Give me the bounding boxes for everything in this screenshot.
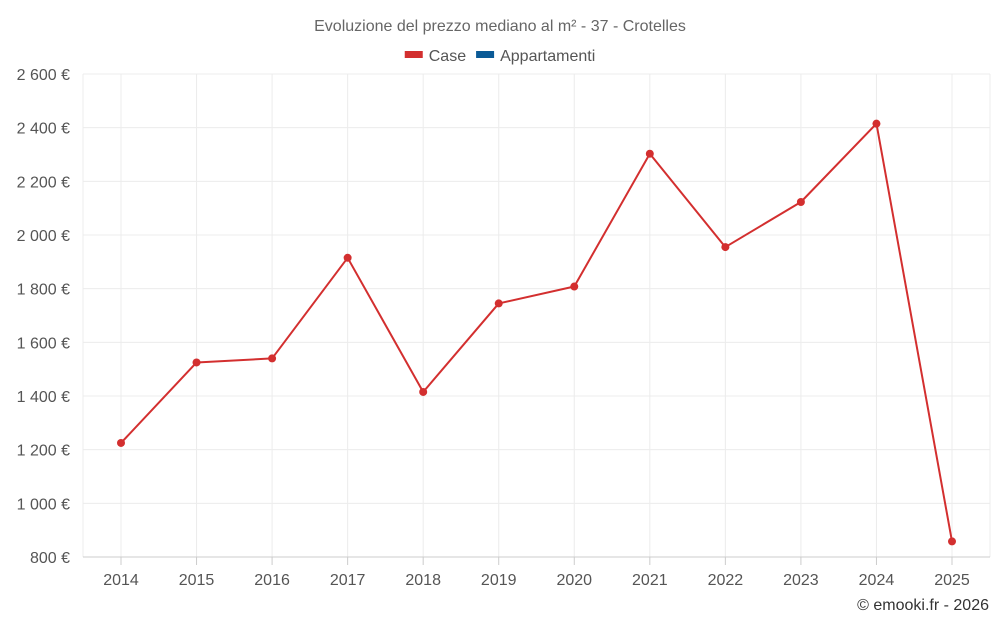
data-point[interactable] [343, 253, 352, 262]
data-point[interactable] [268, 354, 277, 363]
x-tick-label: 2022 [708, 572, 744, 589]
legend-label: Case [429, 48, 466, 65]
y-tick-label: 2 200 € [17, 174, 70, 191]
y-tick-label: 800 € [30, 550, 70, 567]
chart-grid [82, 73, 991, 557]
x-tick-label: 2025 [934, 572, 970, 589]
x-tick-label: 2014 [103, 572, 139, 589]
x-tick-label: 2015 [179, 572, 215, 589]
data-point[interactable] [570, 282, 579, 291]
x-tick-label: 2017 [330, 572, 366, 589]
x-axis: 2014 2015 2016 2017 2018 2019 2020 2021 2022 2023… [83, 556, 990, 589]
y-tick-label: 1 600 € [17, 335, 70, 352]
x-tick-label: 2020 [556, 572, 592, 589]
x-tick-label: 2024 [859, 572, 895, 589]
x-tick-label: 2023 [783, 572, 819, 589]
y-tick-label: 1 000 € [17, 496, 70, 513]
y-tick-label: 1 200 € [17, 443, 70, 460]
data-point[interactable] [419, 387, 428, 396]
data-point[interactable] [117, 438, 125, 447]
data-point[interactable] [192, 358, 201, 367]
y-tick-label: 2 600 € [17, 67, 70, 84]
y-tick-label: 1 800 € [17, 282, 70, 299]
data-point[interactable] [948, 537, 956, 546]
y-axis: 800 € 1 000 € 1 200 € 1 400 € 1 600 € 1 800 €… [17, 67, 70, 567]
x-tick-label: 2018 [405, 572, 441, 589]
y-tick-label: 1 400 € [17, 389, 70, 406]
x-tick-label: 2021 [632, 572, 668, 589]
legend-item-appartamenti[interactable]: Appartamenti [476, 48, 595, 65]
legend-label: Appartamenti [500, 48, 595, 65]
legend-item-case[interactable]: Case [404, 48, 466, 65]
data-point[interactable] [645, 149, 654, 158]
chart-title: Evoluzione del prezzo mediano al m² - 37… [314, 18, 686, 35]
data-point[interactable] [721, 243, 730, 252]
data-point[interactable] [872, 119, 881, 128]
chart-legend: Case Appartamenti [404, 48, 595, 65]
chart-series [117, 119, 956, 546]
data-point[interactable] [796, 197, 805, 206]
series-line-case [120, 122, 953, 542]
y-tick-label: 2 000 € [17, 228, 70, 245]
credit-text: © emooki.fr - 2026 [857, 597, 989, 614]
x-tick-label: 2019 [481, 572, 517, 589]
data-point[interactable] [494, 299, 503, 308]
y-tick-label: 2 400 € [17, 121, 70, 138]
x-tick-label: 2016 [254, 572, 290, 589]
legend-swatch [404, 51, 423, 58]
legend-swatch [476, 51, 495, 58]
